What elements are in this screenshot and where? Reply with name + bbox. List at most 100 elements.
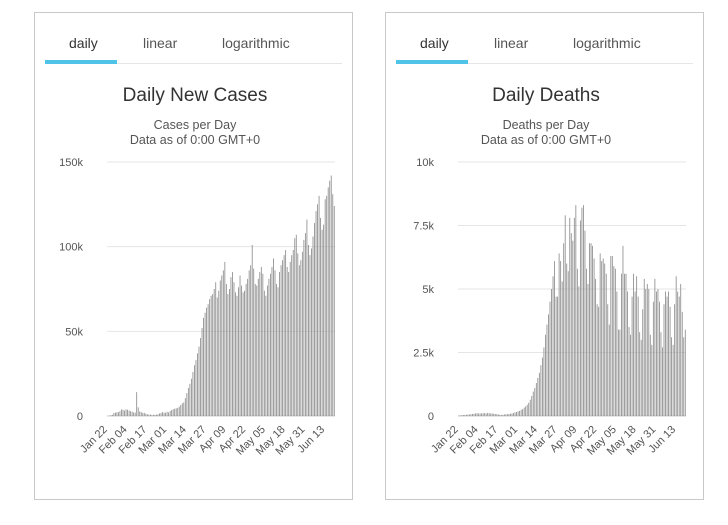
bar[interactable] <box>128 410 130 416</box>
bar[interactable] <box>274 270 276 416</box>
bar[interactable] <box>668 291 669 416</box>
bar[interactable] <box>148 414 150 416</box>
bar[interactable] <box>244 290 246 416</box>
bar[interactable] <box>621 273 622 416</box>
bar[interactable] <box>306 219 308 416</box>
bar[interactable] <box>601 261 603 416</box>
bar[interactable] <box>333 206 335 416</box>
bar[interactable] <box>487 412 489 416</box>
bar[interactable] <box>265 295 267 416</box>
bar[interactable] <box>631 296 633 416</box>
bar[interactable] <box>493 413 495 416</box>
bar[interactable] <box>245 283 247 416</box>
bar[interactable] <box>578 286 580 416</box>
bar[interactable] <box>159 413 160 416</box>
bar[interactable] <box>546 324 548 416</box>
bar[interactable] <box>318 195 320 416</box>
bar[interactable] <box>288 272 290 416</box>
bar[interactable] <box>304 233 306 416</box>
bar[interactable] <box>639 332 641 416</box>
bar[interactable] <box>649 334 651 416</box>
bar[interactable] <box>514 412 516 416</box>
bar[interactable] <box>204 312 206 416</box>
bar[interactable] <box>198 346 200 416</box>
bar[interactable] <box>613 266 615 416</box>
bar[interactable] <box>134 412 136 416</box>
bar[interactable] <box>611 255 613 416</box>
bar[interactable] <box>614 268 616 416</box>
bar[interactable] <box>510 413 511 416</box>
bar[interactable] <box>323 224 325 416</box>
bar[interactable] <box>458 415 460 416</box>
bar[interactable] <box>206 307 208 416</box>
bar[interactable] <box>121 409 122 416</box>
bar[interactable] <box>317 204 318 416</box>
bar[interactable] <box>324 199 326 416</box>
bar[interactable] <box>566 263 568 416</box>
bar[interactable] <box>119 411 121 416</box>
bar[interactable] <box>564 215 566 416</box>
bar[interactable] <box>465 414 467 416</box>
bar[interactable] <box>526 404 528 416</box>
bar[interactable] <box>247 278 249 416</box>
bar[interactable] <box>610 255 612 416</box>
bar[interactable] <box>560 261 562 416</box>
bar[interactable] <box>531 395 533 416</box>
bar[interactable] <box>628 327 630 416</box>
bar[interactable] <box>657 289 659 416</box>
bar[interactable] <box>672 344 674 416</box>
bar[interactable] <box>505 414 507 416</box>
bar[interactable] <box>184 398 186 416</box>
bar[interactable] <box>222 270 224 416</box>
bar[interactable] <box>200 338 201 416</box>
bar[interactable] <box>476 413 478 416</box>
bar[interactable] <box>235 292 236 416</box>
bar[interactable] <box>142 412 144 416</box>
bar[interactable] <box>127 409 128 416</box>
bar[interactable] <box>681 311 683 416</box>
bar[interactable] <box>528 402 530 416</box>
bar[interactable] <box>149 414 151 416</box>
bar[interactable] <box>646 283 648 416</box>
bar[interactable] <box>279 272 280 416</box>
bar[interactable] <box>581 207 583 416</box>
bar[interactable] <box>464 414 466 416</box>
bar[interactable] <box>616 291 618 416</box>
bar[interactable] <box>482 413 484 416</box>
bar[interactable] <box>301 251 303 416</box>
bar[interactable] <box>532 391 534 416</box>
bar[interactable] <box>282 260 284 416</box>
bar[interactable] <box>175 408 177 416</box>
bar[interactable] <box>256 285 258 416</box>
bar[interactable] <box>596 304 598 416</box>
bar[interactable] <box>671 337 673 416</box>
bar[interactable] <box>684 329 686 416</box>
bar[interactable] <box>674 304 676 416</box>
bar[interactable] <box>276 283 277 416</box>
bar[interactable] <box>604 263 606 416</box>
bar[interactable] <box>332 194 334 416</box>
bar[interactable] <box>136 392 138 416</box>
bar[interactable] <box>459 415 461 416</box>
bar[interactable] <box>180 404 182 416</box>
bar[interactable] <box>183 402 185 416</box>
bar[interactable] <box>570 233 572 416</box>
bar[interactable] <box>218 290 220 416</box>
bar[interactable] <box>595 278 597 416</box>
bar[interactable] <box>315 211 317 416</box>
bar[interactable] <box>194 365 195 416</box>
bar[interactable] <box>297 253 299 416</box>
bar[interactable] <box>242 292 244 416</box>
bar[interactable] <box>320 217 322 416</box>
bar[interactable] <box>151 414 153 416</box>
bar[interactable] <box>160 412 162 416</box>
bar[interactable] <box>640 339 642 416</box>
bar[interactable] <box>584 230 586 416</box>
bar[interactable] <box>523 407 525 416</box>
bar[interactable] <box>270 273 271 416</box>
bar[interactable] <box>111 414 113 416</box>
bar[interactable] <box>166 411 168 416</box>
bar[interactable] <box>484 413 486 416</box>
bar[interactable] <box>303 239 305 416</box>
bar[interactable] <box>660 332 662 416</box>
